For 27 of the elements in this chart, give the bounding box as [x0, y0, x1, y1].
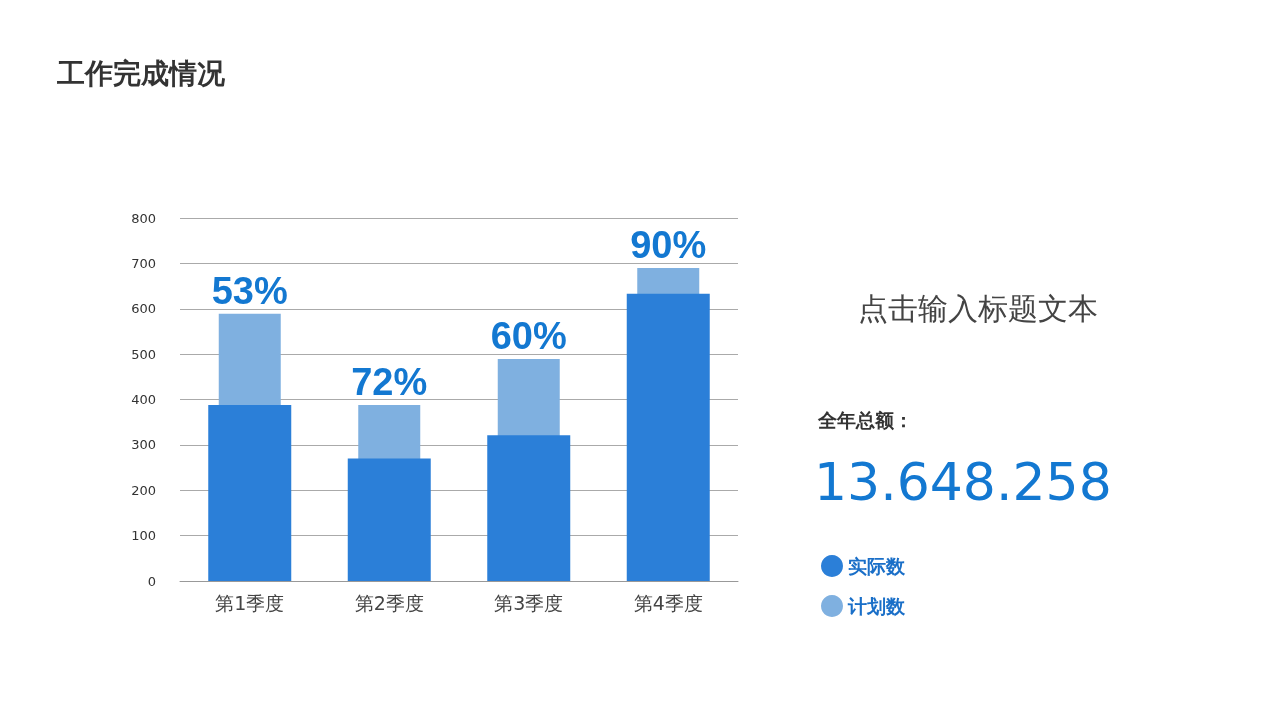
y-tick-label: 800	[131, 210, 156, 226]
y-tick-label: 100	[131, 528, 156, 544]
text: 13.648.258	[814, 452, 1112, 512]
legend-label: 实际数	[848, 555, 906, 577]
bar	[347, 458, 431, 581]
text: 点击输入标题文本	[858, 290, 1098, 326]
bar	[208, 404, 292, 581]
bar	[626, 293, 710, 581]
text: 全年总额：	[817, 408, 913, 431]
legend-label: 计划数	[847, 595, 906, 617]
y-tick-label: 500	[131, 346, 156, 362]
annotation: 53%	[211, 269, 288, 312]
y-tick-label: 400	[131, 392, 156, 407]
y-tick-label: 300	[131, 437, 156, 453]
y-tick-label: 200	[131, 482, 156, 498]
x-tick-label: 第2季度	[354, 591, 424, 614]
y-tick-label: 600	[131, 301, 156, 317]
bar	[487, 435, 571, 581]
chart-title: 工作完成情况	[56, 56, 226, 90]
y-tick-label: 700	[131, 255, 156, 271]
x-tick-label: 第1季度	[215, 591, 285, 614]
x-tick-label: 第3季度	[494, 591, 564, 614]
annotation: 60%	[490, 315, 567, 358]
annotation: 72%	[351, 360, 428, 403]
annotation: 90%	[630, 223, 707, 266]
y-tick-label: 0	[147, 573, 156, 589]
x-tick-label: 第4季度	[633, 591, 703, 614]
